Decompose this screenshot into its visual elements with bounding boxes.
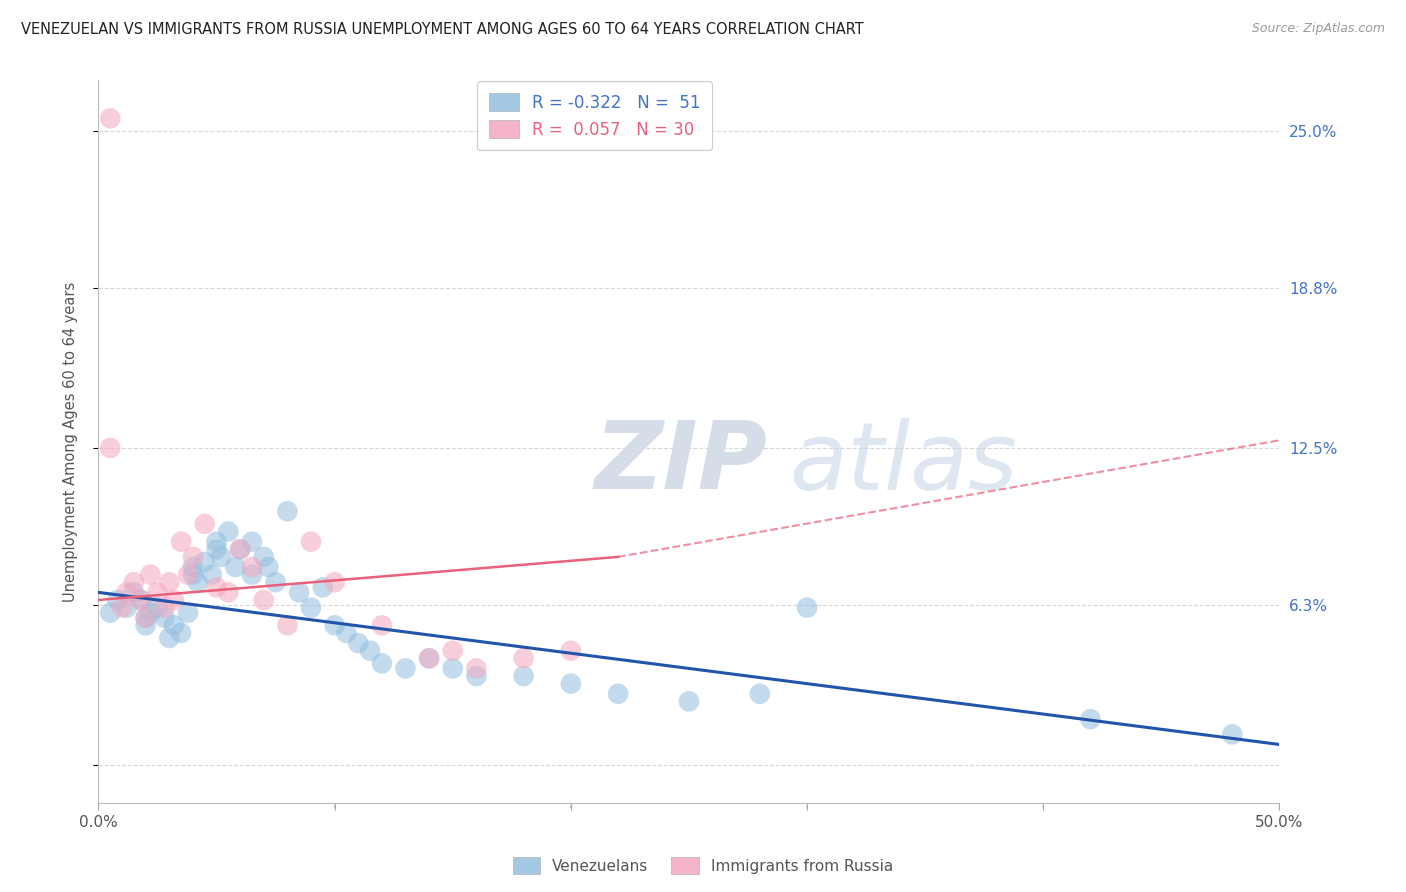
Point [217,524,239,539]
Point [418,651,440,665]
Point [678,694,700,708]
Point [98,112,121,126]
Point [135,618,157,632]
Point [115,600,138,615]
Point [299,534,322,549]
Point [312,580,335,594]
Point [253,593,276,607]
Point [748,687,770,701]
Point [139,567,162,582]
Point [607,687,630,701]
Point [122,575,145,590]
Point [209,549,232,564]
Point [115,585,138,599]
Point [276,618,298,632]
Point [157,575,180,590]
Point [205,542,228,557]
Point [229,542,252,557]
Text: VENEZUELAN VS IMMIGRANTS FROM RUSSIA UNEMPLOYMENT AMONG AGES 60 TO 64 YEARS CORR: VENEZUELAN VS IMMIGRANTS FROM RUSSIA UNE… [21,22,863,37]
Point [335,626,357,640]
Point [170,626,193,640]
Point [194,555,217,569]
Point [111,600,134,615]
Point [323,618,346,632]
Point [129,593,152,607]
Point [105,593,128,607]
Point [441,661,464,675]
Point [418,651,440,665]
Point [181,567,204,582]
Point [181,560,204,574]
Point [170,534,193,549]
Point [240,560,263,574]
Point [181,549,204,564]
Point [288,585,311,599]
Point [139,606,162,620]
Legend: R = -0.322   N =  51, R =  0.057   N = 30: R = -0.322 N = 51, R = 0.057 N = 30 [477,81,711,151]
Point [217,585,239,599]
Point [98,606,121,620]
Point [1220,727,1243,741]
Point [240,534,263,549]
Point [359,643,381,657]
Point [796,600,818,615]
Point [122,585,145,599]
Point [371,657,394,671]
Point [129,593,152,607]
Point [253,549,276,564]
Point [135,611,157,625]
Text: ZIP: ZIP [595,417,768,509]
Point [264,575,287,590]
Point [560,676,582,690]
Text: Source: ZipAtlas.com: Source: ZipAtlas.com [1251,22,1385,36]
Point [240,567,263,582]
Point [257,560,280,574]
Point [135,611,157,625]
Point [441,643,464,657]
Point [560,643,582,657]
Point [157,631,180,645]
Point [224,560,246,574]
Legend: Venezuelans, Immigrants from Russia: Venezuelans, Immigrants from Russia [506,851,900,880]
Point [98,441,121,455]
Point [146,600,169,615]
Point [153,600,176,615]
Point [512,651,534,665]
Point [205,534,228,549]
Point [465,669,488,683]
Point [153,611,176,625]
Point [323,575,346,590]
Point [205,580,228,594]
Point [229,542,252,557]
Point [163,618,186,632]
Point [276,504,298,518]
Point [371,618,394,632]
Point [512,669,534,683]
Point [201,567,224,582]
Point [1080,712,1102,726]
Y-axis label: Unemployment Among Ages 60 to 64 years: Unemployment Among Ages 60 to 64 years [63,281,77,602]
Point [146,585,169,599]
Point [177,606,200,620]
Point [465,661,488,675]
Point [394,661,416,675]
Point [347,636,370,650]
Point [194,516,217,531]
Point [177,567,200,582]
Point [187,575,209,590]
Point [299,600,322,615]
Point [163,593,186,607]
Text: atlas: atlas [789,417,1018,508]
